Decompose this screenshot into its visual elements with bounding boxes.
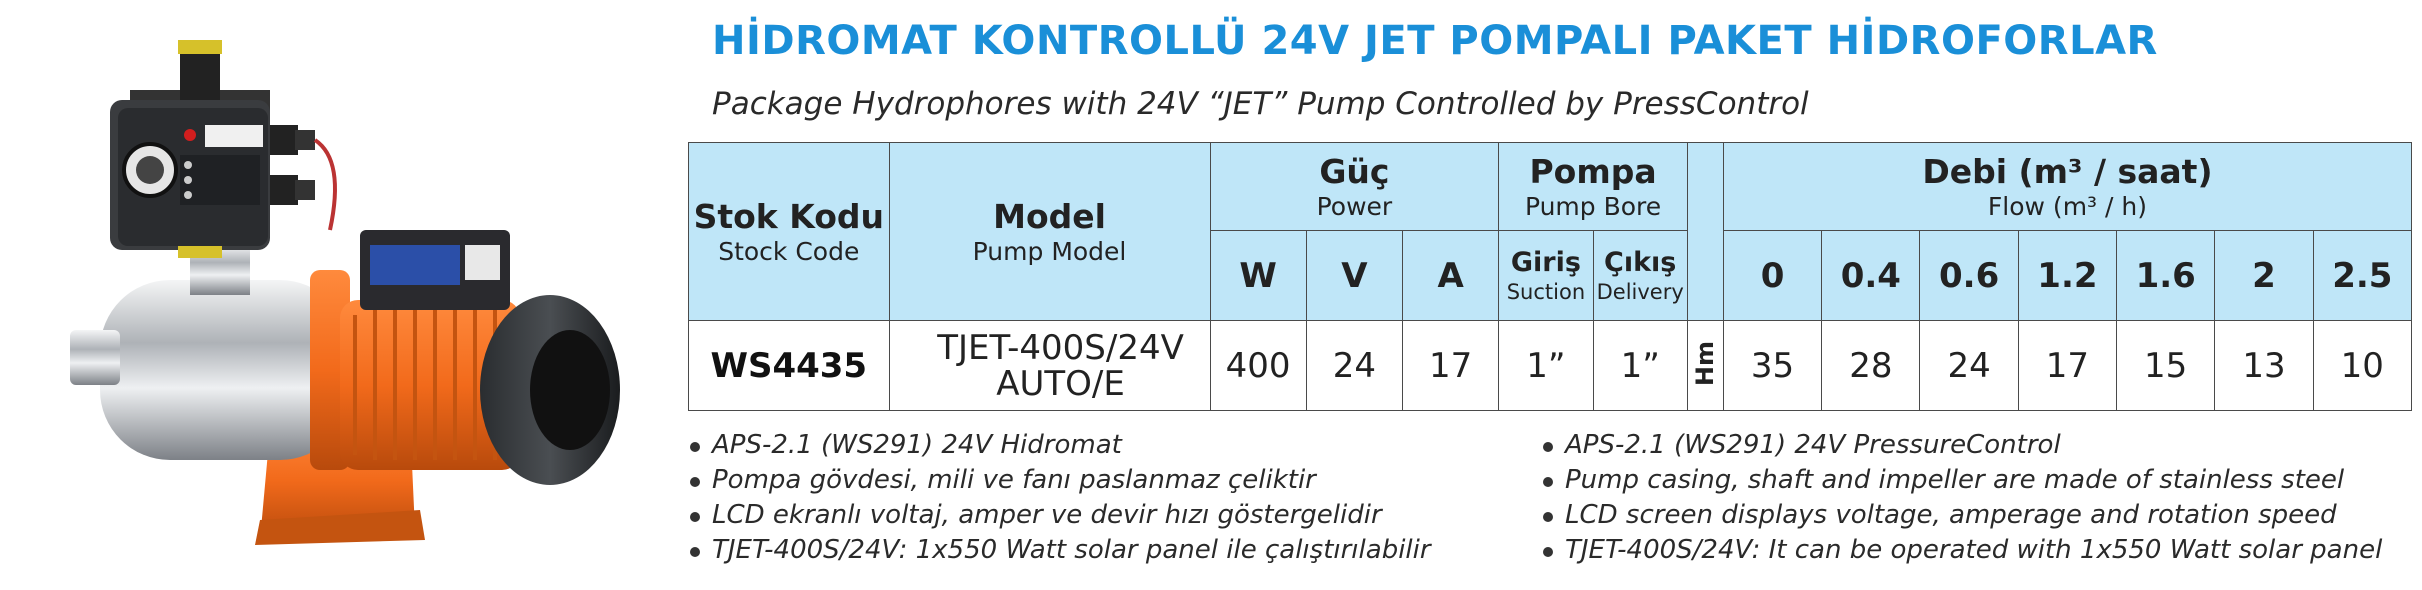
list-item: LCD ekranlı voltaj, amper ve devir hızı … [690,498,1431,533]
header-stock-code: Stok Kodu Stock Code [688,142,890,321]
cell-suction: 1” [1498,320,1594,411]
cell-power-a: 17 [1402,320,1500,411]
header-pump: Pompa Pump Bore [1498,142,1688,231]
header-spacer [1686,142,1724,321]
header-stock-code-tr: Stok Kodu [693,196,884,236]
cell-power-v: 24 [1305,320,1404,411]
cell-power-w: 400 [1209,320,1307,411]
hm-label: Hm [1691,340,1720,387]
header-flow-col: 0.4 [1821,230,1921,321]
header-model-tr: Model [993,196,1106,236]
header-power-a: A [1402,230,1500,321]
header-flow-col: 2 [2214,230,2314,321]
feature-list-tr: APS-2.1 (WS291) 24V Hidromat Pompa gövde… [690,428,1431,568]
header-suction-en: Suction [1506,279,1586,304]
header-suction-tr: Giriş [1510,246,1581,278]
list-item: TJET-400S/24V: 1x550 Watt solar panel il… [690,533,1431,568]
page-title: HİDROMAT KONTROLLÜ 24V JET POMPALI PAKET… [712,18,2158,64]
cell-hm: Hm [1686,320,1724,411]
list-item: TJET-400S/24V: It can be operated with 1… [1543,533,2382,568]
header-delivery-en: Delivery [1596,279,1684,304]
cell-flow-value: 15 [2116,320,2216,411]
cell-flow-value: 10 [2312,320,2413,411]
header-power-en: Power [1316,191,1393,221]
header-model-en: Pump Model [972,236,1127,266]
list-item: APS-2.1 (WS291) 24V PressureControl [1543,428,2382,463]
header-flow-en: Flow (m³ / h) [1987,191,2147,221]
cell-flow-value: 13 [2214,320,2314,411]
list-item: LCD screen displays voltage, amperage an… [1543,498,2382,533]
header-flow-col: 0 [1722,230,1823,321]
table-row: WS4435 TJET-400S/24V AUTO/E 400 24 17 1”… [688,320,2413,411]
cell-flow-value: 28 [1821,320,1921,411]
cell-flow-value: 17 [2017,320,2118,411]
cell-stock-code: WS4435 [688,320,890,411]
header-power-v: V [1305,230,1404,321]
header-power: Güç Power [1209,142,1500,231]
list-item: Pompa gövdesi, mili ve fanı paslanmaz çe… [690,463,1431,498]
header-flow-col: 1.6 [2116,230,2216,321]
header-pump-tr: Pompa [1529,151,1657,191]
product-image [70,40,620,545]
page-subtitle: Package Hydrophores with 24V “JET” Pump … [712,86,1809,122]
list-item: Pump casing, shaft and impeller are made… [1543,463,2382,498]
header-power-tr: Güç [1319,151,1390,191]
spec-table: Stok Kodu Stock Code Model Pump Model Gü… [688,142,2413,411]
cell-flow-value: 35 [1722,320,1823,411]
cell-flow-value: 24 [1919,320,2019,411]
header-flow: Debi (m³ / saat) Flow (m³ / h) [1722,142,2413,231]
header-pump-en: Pump Bore [1524,191,1662,221]
header-model: Model Pump Model [888,142,1211,321]
header-delivery: Çıkış Delivery [1592,230,1688,321]
header-power-w: W [1209,230,1307,321]
header-suction: Giriş Suction [1498,230,1594,321]
header-stock-code-en: Stock Code [718,236,860,266]
cell-model: TJET-400S/24V AUTO/E [888,320,1211,411]
list-item: APS-2.1 (WS291) 24V Hidromat [690,428,1431,463]
feature-list-en: APS-2.1 (WS291) 24V PressureControl Pump… [1543,428,2382,568]
header-delivery-tr: Çıkış [1604,246,1677,278]
cell-model-line1: TJET-400S/24V [937,327,1184,368]
header-flow-col: 0.6 [1919,230,2019,321]
header-flow-col: 2.5 [2312,230,2413,321]
cell-delivery: 1” [1592,320,1688,411]
cell-model-line2: AUTO/E [996,363,1125,404]
header-flow-tr: Debi (m³ / saat) [1922,151,2213,191]
header-flow-col: 1.2 [2017,230,2118,321]
